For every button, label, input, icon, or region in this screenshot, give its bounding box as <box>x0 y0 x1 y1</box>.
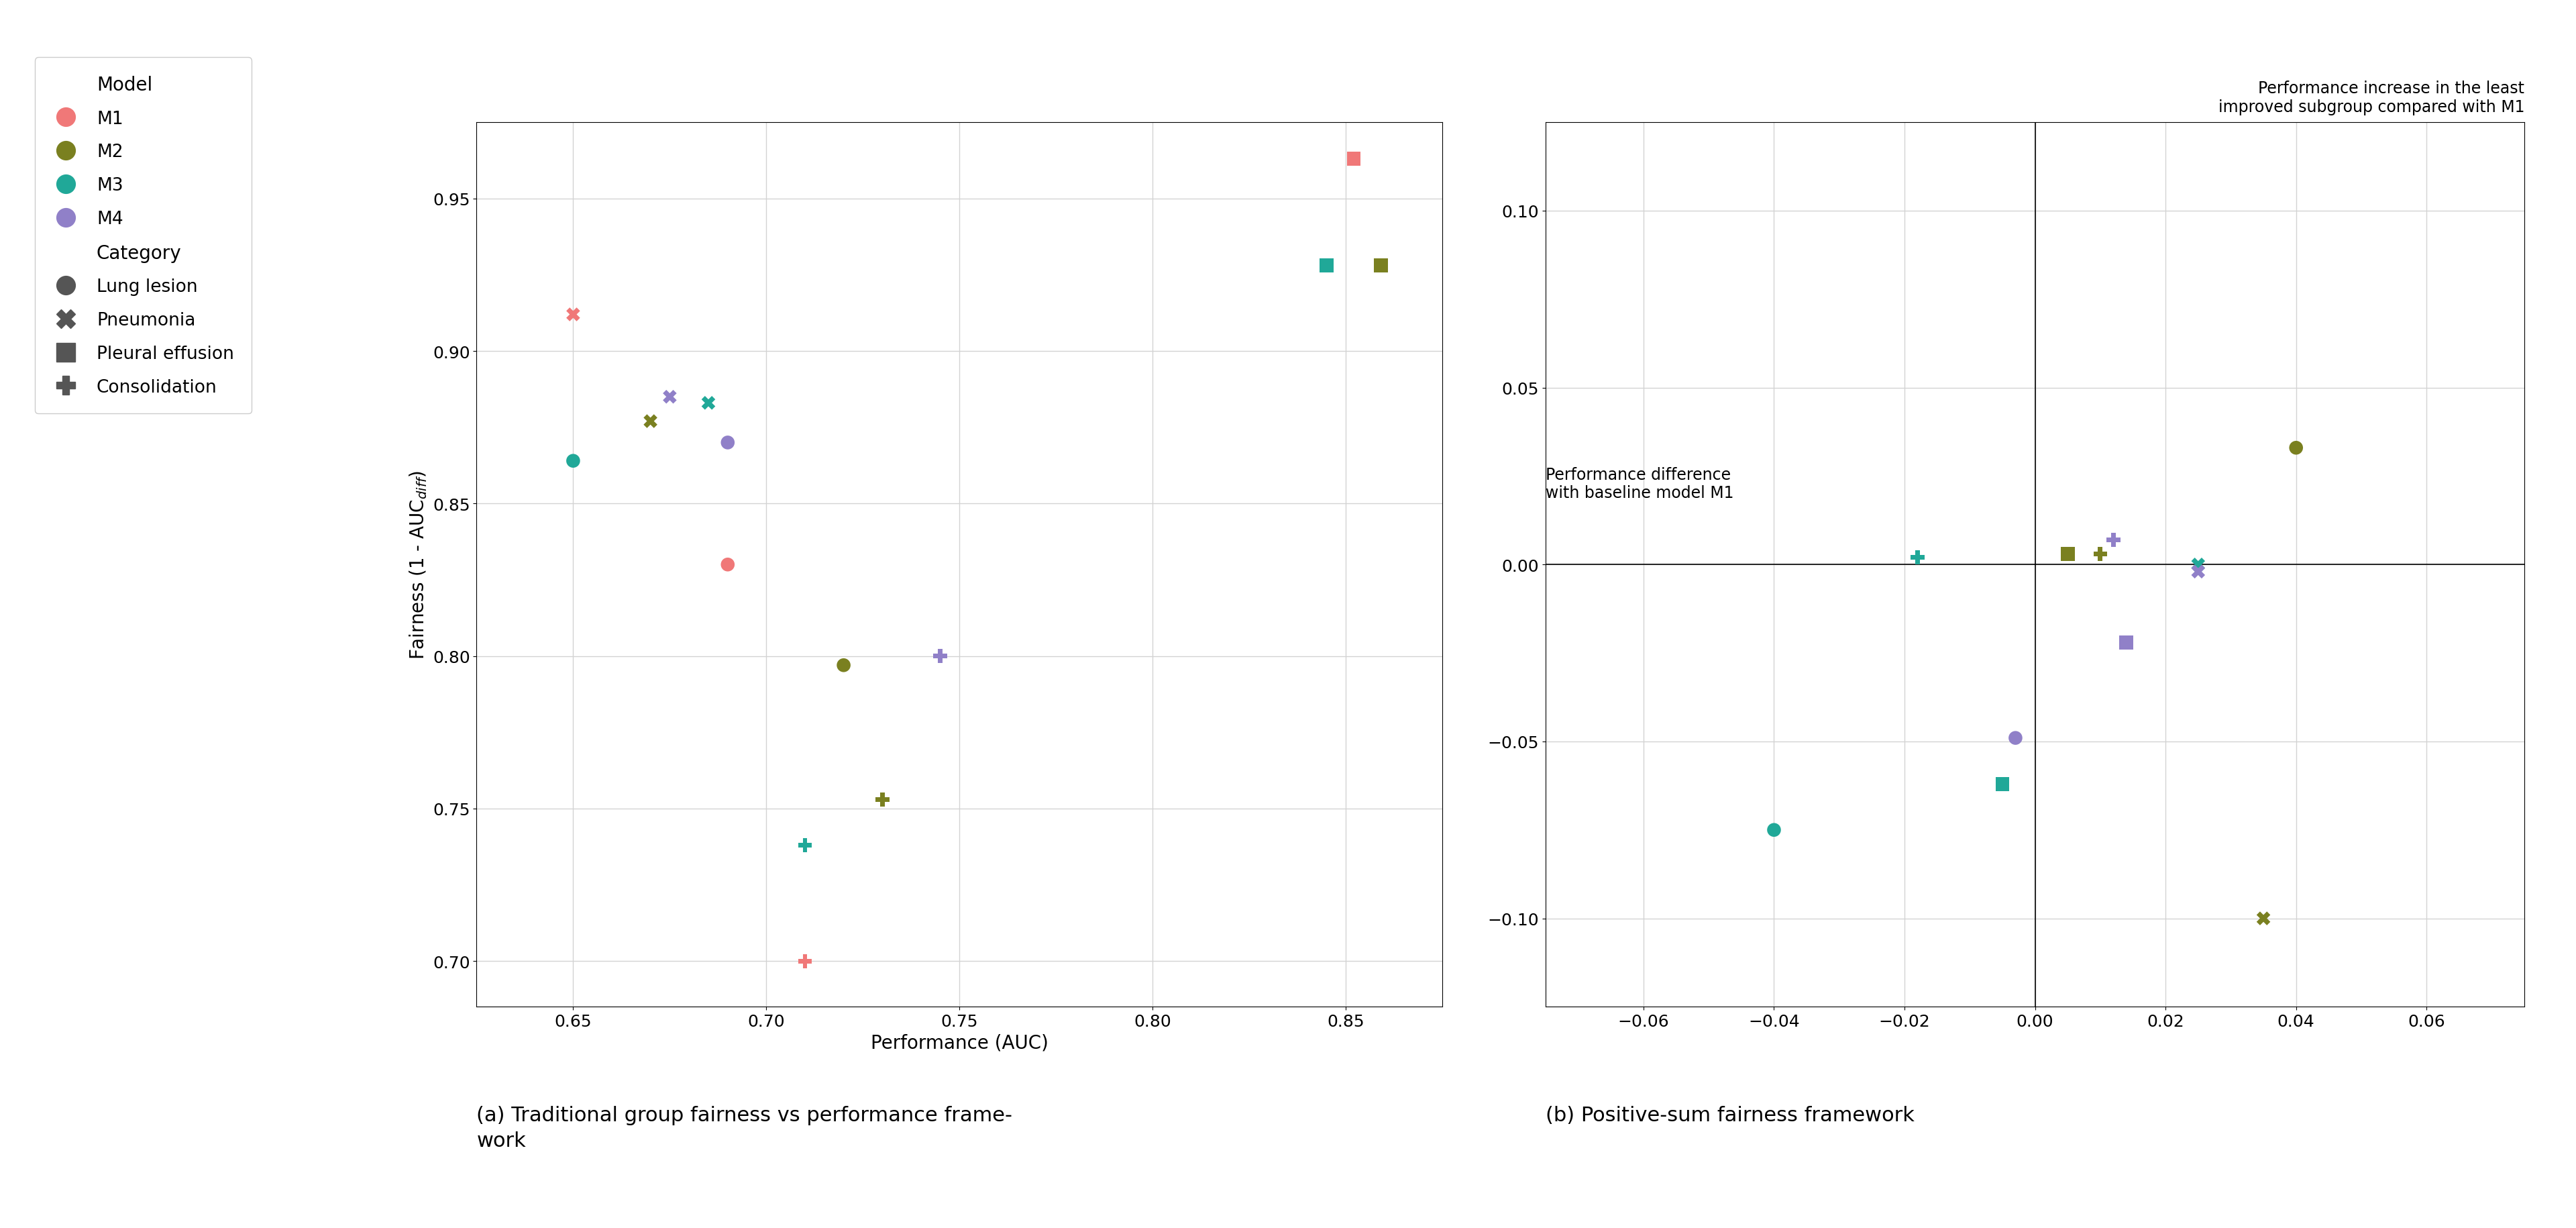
Point <box>2244 909 2285 928</box>
Point <box>2177 555 2218 575</box>
Point <box>2048 544 2089 564</box>
Legend: Model, M1, M2, M3, M4, Category, Lung lesion, Pneumonia, Pleural effusion, Conso: Model, M1, M2, M3, M4, Category, Lung le… <box>33 58 252 414</box>
X-axis label: Performance (AUC): Performance (AUC) <box>871 1033 1048 1052</box>
Y-axis label: Fairness (1 - AUC$_{diff}$): Fairness (1 - AUC$_{diff}$) <box>407 470 430 659</box>
Point <box>863 790 904 809</box>
Point <box>2092 530 2133 550</box>
Point <box>2177 562 2218 582</box>
Point <box>2079 544 2120 564</box>
Point <box>2275 438 2316 458</box>
Point <box>631 411 672 431</box>
Point <box>783 835 824 855</box>
Text: (b) Positive-sum fairness framework: (b) Positive-sum fairness framework <box>1546 1105 1914 1125</box>
Text: (a) Traditional group fairness vs performance frame-
work: (a) Traditional group fairness vs perfor… <box>477 1105 1012 1151</box>
Point <box>1754 820 1795 840</box>
Text: Performance difference
with baseline model M1: Performance difference with baseline mod… <box>1546 467 1734 501</box>
Point <box>1360 257 1401 276</box>
Point <box>822 656 863 675</box>
Point <box>706 433 747 453</box>
Point <box>1994 728 2035 748</box>
Point <box>706 555 747 575</box>
Point <box>2105 632 2146 652</box>
Point <box>1981 775 2022 795</box>
Point <box>783 952 824 971</box>
Point <box>1306 257 1347 276</box>
Text: Performance increase in the least
improved subgroup compared with M1: Performance increase in the least improv… <box>2218 81 2524 115</box>
Point <box>649 387 690 406</box>
Point <box>554 452 595 472</box>
Point <box>1896 548 1937 567</box>
Point <box>688 393 729 413</box>
Point <box>1332 150 1373 169</box>
Point <box>920 646 961 666</box>
Point <box>554 305 595 324</box>
